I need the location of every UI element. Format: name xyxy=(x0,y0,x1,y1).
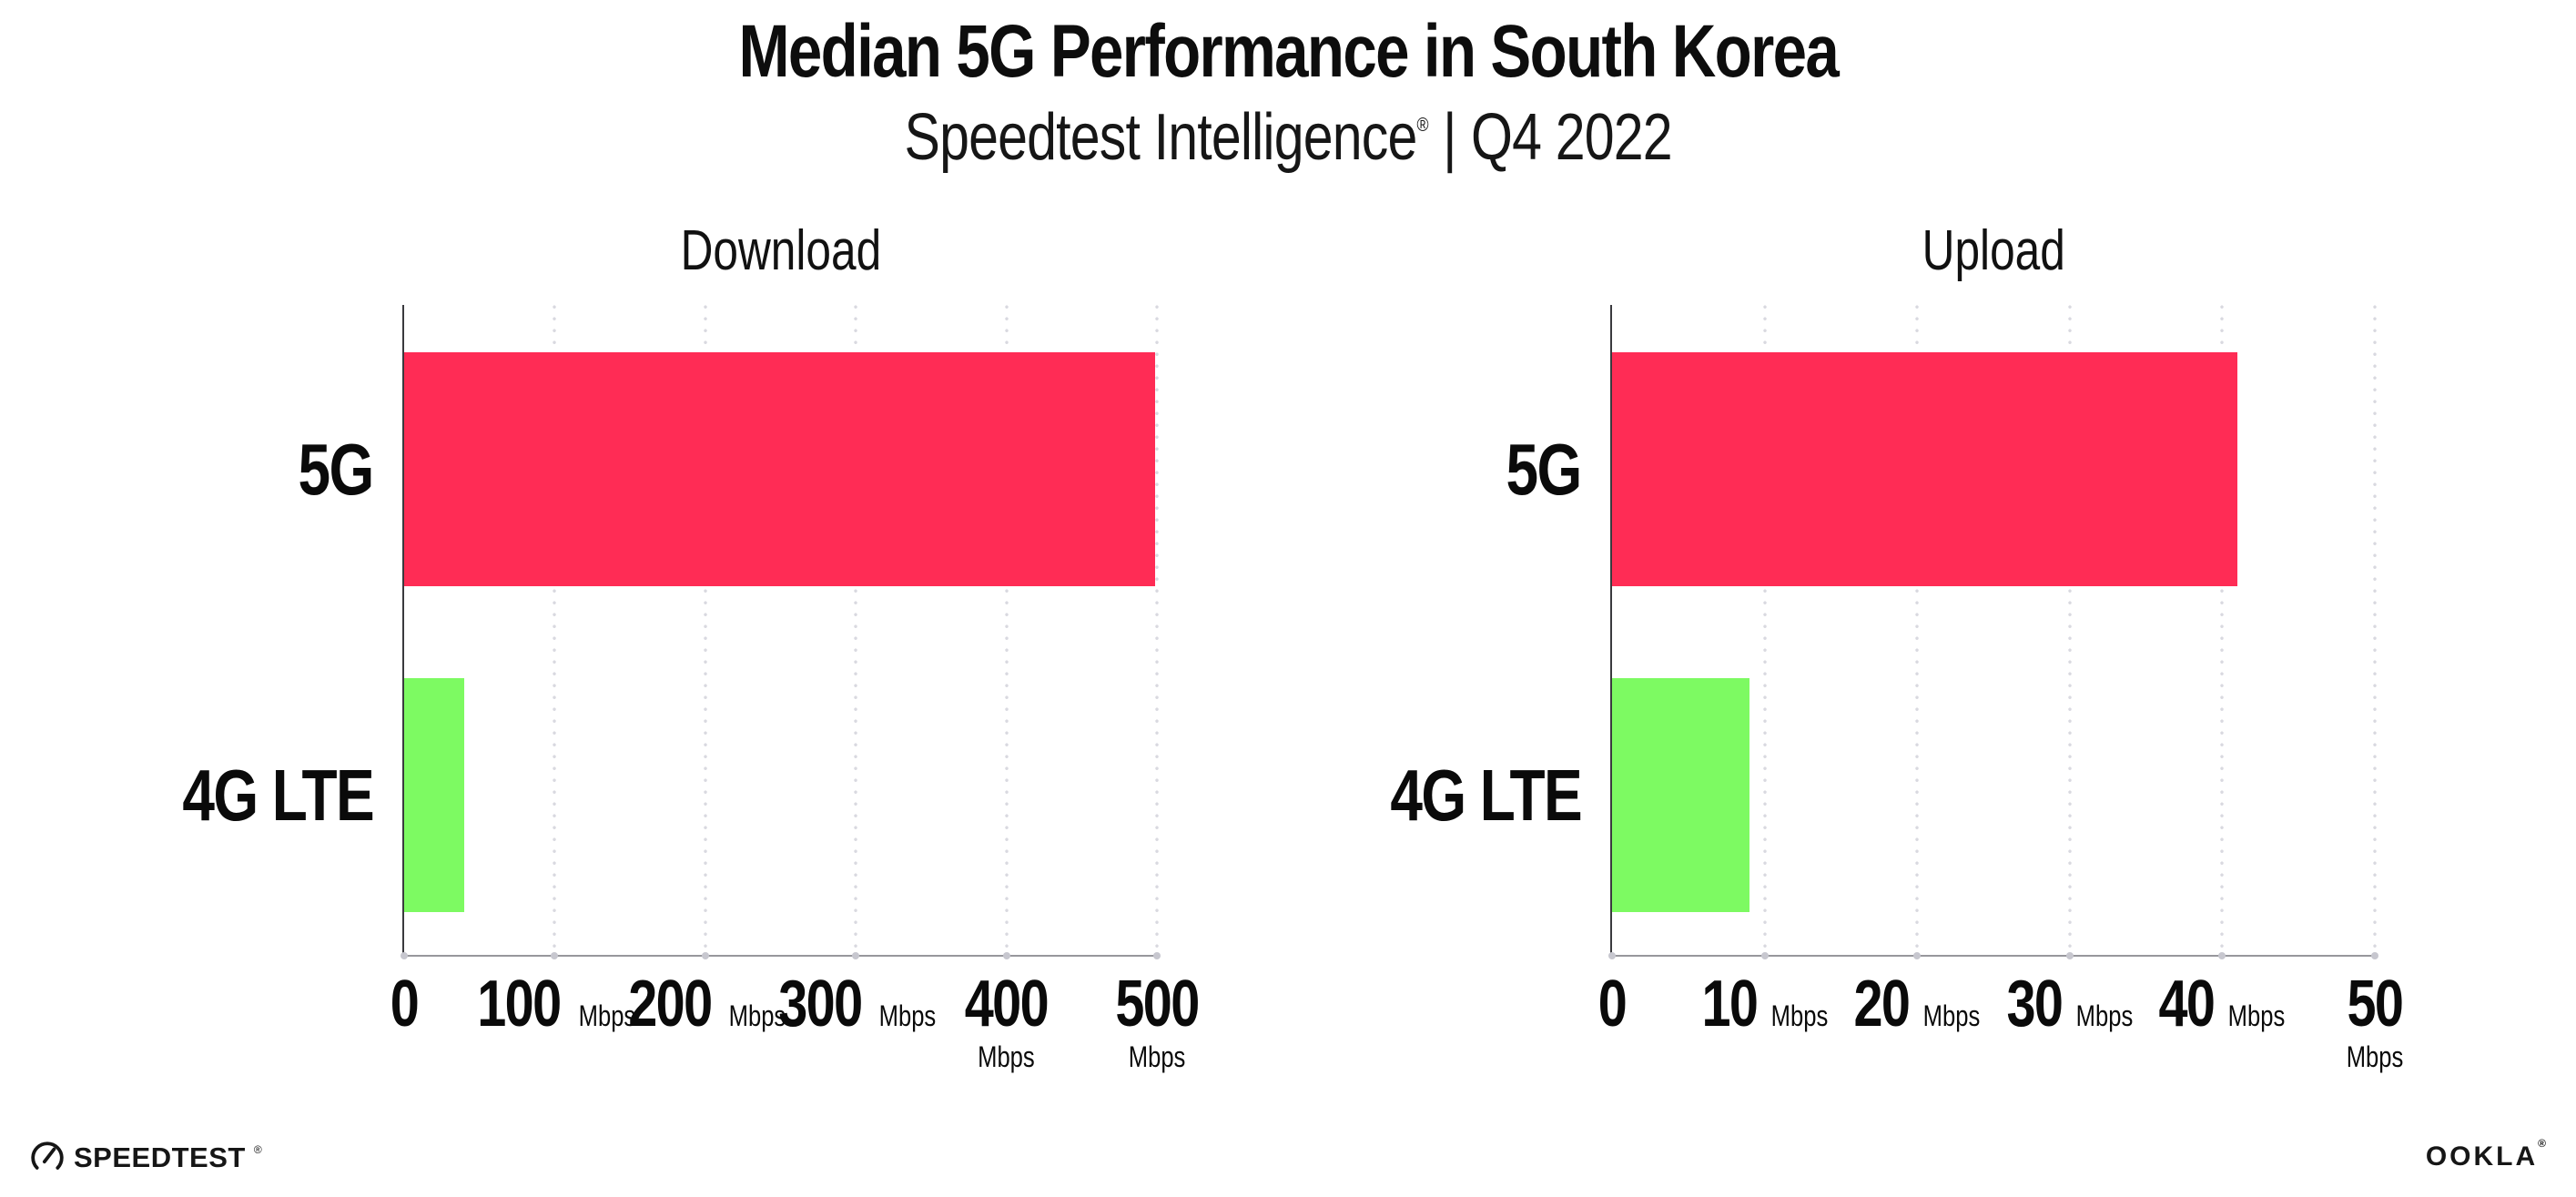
page-subtitle: Speedtest Intelligence® | Q4 2022 xyxy=(0,100,2576,175)
x-tick-value: 20 xyxy=(1853,968,1911,1040)
download-chart: Download 0 100 Mbps 200 Mbps 300 Mbps 400Mbps 50… xyxy=(137,218,1200,1071)
x-tick-unit: Mbps xyxy=(2228,999,2286,1032)
plot-area: 0 10 Mbps 20 Mbps 30 Mbps 40 Mbps 50Mbps 5G 4G LTE xyxy=(1390,305,2404,1071)
chart-title: Upload xyxy=(1922,219,2065,282)
x-tick-unit: Mbps xyxy=(1922,999,1981,1032)
upload-chart: Upload 0 10 Mbps 20 Mbps 30 Mbps 40 Mbps 50Mbps 5G… xyxy=(1344,218,2404,1071)
category-label-text: 5G xyxy=(1506,428,1583,510)
x-tick-value: 10 xyxy=(1701,968,1758,1040)
x-tick-unit: Mbps xyxy=(2075,999,2134,1032)
x-tick-value: 100 xyxy=(477,968,563,1040)
x-tick-label: 50Mbps xyxy=(2339,971,2410,1071)
axis-tick-dot xyxy=(1608,952,1616,959)
x-tick-value: 50 xyxy=(2347,968,2404,1040)
x-tick-label: 500Mbps xyxy=(1105,971,1209,1071)
chart-title-wrap: Download xyxy=(404,218,1157,284)
gridline xyxy=(1762,305,1767,955)
chart-title-wrap: Upload xyxy=(1612,218,2375,284)
y-axis xyxy=(402,305,404,955)
axis-tick-dot xyxy=(852,952,860,959)
axis-tick-dot xyxy=(2065,952,2074,959)
page-title: Median 5G Performance in South Korea xyxy=(0,10,2576,93)
x-tick-label: 100 Mbps xyxy=(467,971,642,1037)
subtitle-period: Q4 2022 xyxy=(1470,101,1673,175)
bar-4g-lte xyxy=(1612,678,1749,912)
chart-title: Download xyxy=(680,219,881,282)
x-tick-value: 500 xyxy=(1115,968,1200,1040)
gridline xyxy=(2067,305,2072,955)
x-tick-value: 200 xyxy=(628,968,713,1040)
axis-tick-dot xyxy=(701,952,709,959)
gridline xyxy=(2373,305,2377,955)
axis-tick-dot xyxy=(1002,952,1010,959)
x-tick-value: 30 xyxy=(2006,968,2063,1040)
axis-tick-dot xyxy=(401,952,408,959)
x-axis xyxy=(1610,955,2375,957)
gridline xyxy=(1915,305,1920,955)
plot-area: 0 100 Mbps 200 Mbps 300 Mbps 400Mbps 500Mbps 5G 4G… xyxy=(182,305,1200,1071)
x-tick-unit: Mbps xyxy=(978,1040,1035,1073)
speedtest-registered-mark: ® xyxy=(253,1143,262,1156)
x-tick-label: 30 Mbps xyxy=(2000,971,2140,1037)
x-tick-unit: Mbps xyxy=(1770,999,1828,1032)
x-axis xyxy=(402,955,1157,957)
subtitle-brand: Speedtest Intelligence xyxy=(904,101,1417,175)
gridline xyxy=(2220,305,2225,955)
x-tick-value: 0 xyxy=(390,968,420,1040)
gridline xyxy=(553,305,557,955)
bar-5g xyxy=(404,352,1156,586)
x-tick-label: 400Mbps xyxy=(931,971,1081,1071)
x-tick-value: 0 xyxy=(1597,968,1628,1040)
x-tick-unit: Mbps xyxy=(2346,1040,2404,1073)
gridline xyxy=(1155,305,1159,955)
y-axis xyxy=(1610,305,1612,955)
axis-tick-dot xyxy=(551,952,559,959)
x-tick-label: 300 Mbps xyxy=(768,971,943,1037)
x-tick-unit: Mbps xyxy=(728,999,786,1032)
ookla-registered-mark: ® xyxy=(2538,1137,2549,1150)
subtitle-separator: | xyxy=(1442,101,1456,175)
category-label-5g: 5G xyxy=(1344,352,1583,586)
bar-4g-lte xyxy=(404,678,465,912)
gridline xyxy=(854,305,858,955)
category-label-5g: 5G xyxy=(137,352,375,586)
bar-5g xyxy=(1612,352,2238,586)
page-subtitle-text: Speedtest Intelligence® | Q4 2022 xyxy=(904,100,1673,175)
speedtest-logo: SPEEDTEST ® xyxy=(29,1140,262,1176)
category-label-text: 4G LTE xyxy=(1390,754,1582,836)
gridline xyxy=(703,305,707,955)
x-tick-value: 300 xyxy=(778,968,863,1040)
x-tick-label: 0 xyxy=(1595,971,1629,1037)
category-label-text: 5G xyxy=(298,428,375,510)
ookla-wordmark: OOKLA xyxy=(2425,1141,2539,1172)
x-tick-label: 200 Mbps xyxy=(618,971,793,1037)
axis-tick-dot xyxy=(1760,952,1769,959)
category-label-4g-lte: 4G LTE xyxy=(137,678,374,912)
speedtest-wordmark: SPEEDTEST xyxy=(74,1141,246,1173)
ookla-logo: OOKLA® xyxy=(2425,1137,2549,1172)
x-tick-label: 40 Mbps xyxy=(2152,971,2292,1037)
x-tick-unit: Mbps xyxy=(878,999,937,1032)
axis-tick-dot xyxy=(2218,952,2226,959)
x-tick-label: 20 Mbps xyxy=(1847,971,1987,1037)
x-tick-label: 0 xyxy=(387,971,421,1037)
category-label-4g-lte: 4G LTE xyxy=(1344,678,1582,912)
x-tick-value: 40 xyxy=(2158,968,2216,1040)
axis-tick-dot xyxy=(1913,952,1922,959)
x-tick-unit: Mbps xyxy=(1128,1040,1186,1073)
x-tick-label: 10 Mbps xyxy=(1694,971,1834,1037)
axis-tick-dot xyxy=(2371,952,2378,959)
speedtest-gauge-icon xyxy=(31,1141,64,1174)
header: Median 5G Performance in South Korea Spe… xyxy=(0,10,2576,175)
category-label-text: 4G LTE xyxy=(182,754,374,836)
gridline xyxy=(1004,305,1009,955)
x-tick-unit: Mbps xyxy=(578,999,635,1032)
page-title-text: Median 5G Performance in South Korea xyxy=(738,10,1839,93)
x-tick-value: 400 xyxy=(964,968,1050,1040)
axis-tick-dot xyxy=(1153,952,1161,959)
registered-mark: ® xyxy=(1416,113,1428,137)
